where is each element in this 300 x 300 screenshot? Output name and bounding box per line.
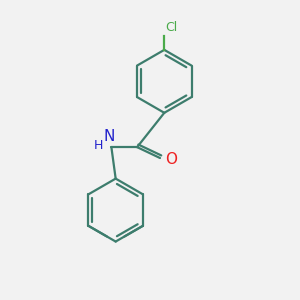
Text: Cl: Cl [166, 21, 178, 34]
Text: O: O [165, 152, 177, 167]
Text: H: H [94, 139, 103, 152]
Text: N: N [103, 129, 115, 144]
